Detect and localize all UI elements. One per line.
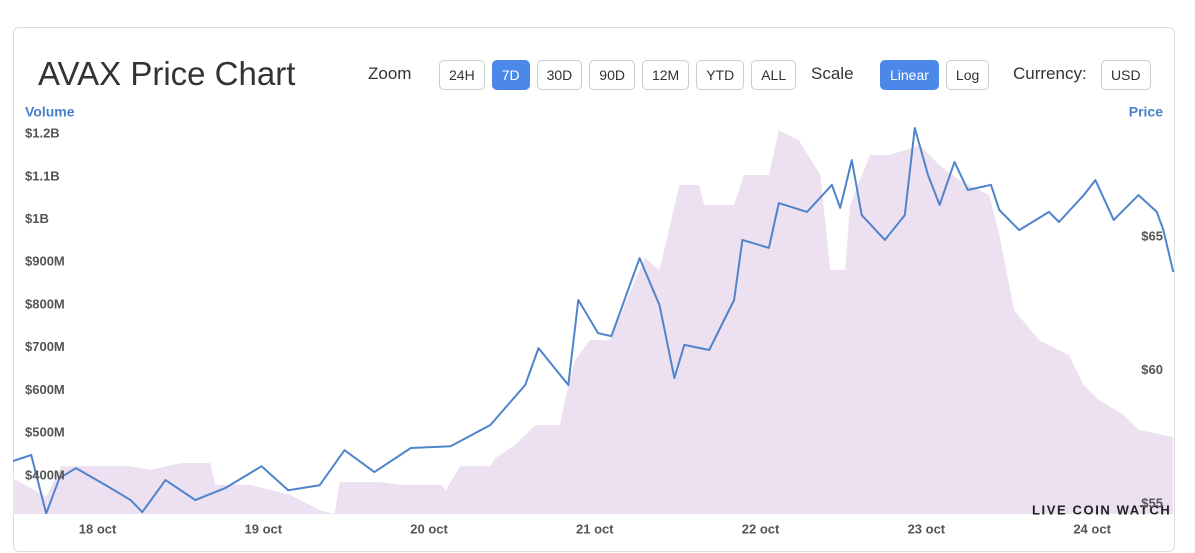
x-tick-label: 18 oct [79, 521, 117, 536]
scale-button[interactable]: Log [945, 60, 990, 90]
zoom-button[interactable]: 90D [589, 60, 635, 90]
x-tick-label: 20 oct [410, 521, 448, 536]
currency-button[interactable]: USD [1101, 60, 1151, 90]
y2-tick-label: $60 [1141, 362, 1163, 377]
zoom-button[interactable]: YTD [696, 60, 745, 90]
y-tick-label: $700M [25, 339, 65, 354]
currency-group: USD [1101, 60, 1151, 90]
zoom-button[interactable]: 24H [439, 60, 485, 90]
y-tick-label: $1B [25, 211, 49, 226]
y-tick-label: $900M [25, 254, 65, 269]
y2-tick-label: $55 [1141, 496, 1163, 511]
y-tick-label: $800M [25, 296, 65, 311]
zoom-button[interactable]: 7D [491, 60, 530, 90]
page-title: AVAX Price Chart [38, 55, 296, 92]
zoom-buttons: 24H 7D 30D 90D 12M YTD ALL [439, 60, 797, 90]
axis-title: Volume [25, 104, 75, 120]
zoom-label: Zoom [368, 64, 412, 83]
currency-label: Currency: [1013, 64, 1087, 83]
zoom-button[interactable]: ALL [751, 60, 797, 90]
y2-tick-label: $65 [1141, 228, 1163, 243]
scale-label: Scale [811, 64, 854, 83]
y-tick-label: $1.1B [25, 168, 60, 183]
watermark: LIVE COIN WATCH [1032, 502, 1171, 517]
y-tick-label: $1.2B [25, 126, 60, 141]
x-tick-label: 23 oct [908, 521, 946, 536]
volume-area [13, 130, 1174, 514]
plot-area [13, 127, 1175, 514]
zoom-button[interactable]: 12M [641, 60, 690, 90]
scale-buttons: Linear Log [880, 60, 990, 90]
y-tick-label: $400M [25, 467, 65, 482]
zoom-button[interactable]: 30D [536, 60, 583, 90]
price-line [13, 127, 1175, 514]
axis-title: Price [1129, 104, 1163, 120]
x-tick-label: 22 oct [742, 521, 780, 536]
y-tick-label: $600M [25, 382, 65, 397]
scale-button[interactable]: Linear [880, 60, 939, 90]
x-tick-label: 24 oct [1073, 521, 1111, 536]
x-tick-label: 21 oct [576, 521, 614, 536]
x-tick-label: 19 oct [245, 521, 283, 536]
y-tick-label: $500M [25, 425, 65, 440]
